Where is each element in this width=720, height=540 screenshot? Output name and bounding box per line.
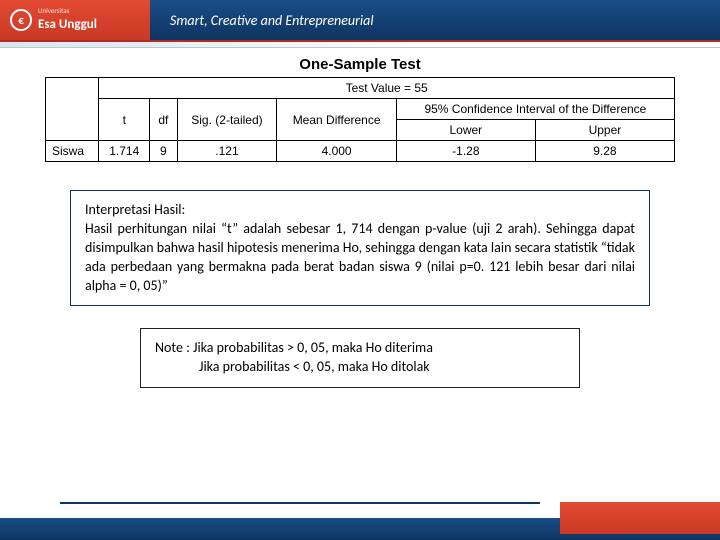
interpretation-body: Hasil perhitungan nilai “t” adalah sebes… (85, 220, 635, 296)
note-box: Note : Jika probabilitas > 0, 05, maka H… (140, 328, 580, 388)
spss-table: Test Value = 55 t df Sig. (2-tailed) Mea… (45, 77, 675, 162)
footer-rule (60, 502, 540, 504)
table-row: Siswa 1.714 9 .121 4.000 -1.28 9.28 (46, 141, 675, 162)
slide-footer (0, 500, 720, 540)
col-upper: Upper (535, 120, 674, 141)
logo-band: € Universitas Esa Unggul (0, 0, 150, 40)
note-line1: Note : Jika probabilitas > 0, 05, maka H… (155, 339, 565, 358)
cell-sig: .121 (177, 141, 277, 162)
col-ci: 95% Confidence Interval of the Differenc… (396, 99, 674, 120)
col-sig: Sig. (2-tailed) (177, 99, 277, 141)
logo-icon: € (10, 9, 32, 31)
cell-t: 1.714 (99, 141, 150, 162)
col-t: t (99, 99, 150, 141)
content-area: One-Sample Test Test Value = 55 t df Sig… (0, 48, 720, 388)
cell-meandiff: 4.000 (277, 141, 396, 162)
tagline: Smart, Creative and Entrepreneurial (150, 0, 720, 40)
cell-upper: 9.28 (535, 141, 674, 162)
cell-df: 9 (150, 141, 177, 162)
interpretation-title: Interpretasi Hasil: (85, 201, 635, 220)
table-title: One-Sample Test (40, 56, 680, 73)
test-value-header: Test Value = 55 (99, 78, 675, 99)
col-df: df (150, 99, 177, 141)
logo-text: Esa Unggul (38, 17, 97, 32)
col-meandiff: Mean Difference (277, 99, 396, 141)
slide-header: € Universitas Esa Unggul Smart, Creative… (0, 0, 720, 42)
interpretation-box: Interpretasi Hasil: Hasil perhitungan ni… (70, 190, 650, 306)
footer-orange-block (560, 502, 720, 534)
row-label: Siswa (46, 141, 99, 162)
note-line2: Jika probabilitas < 0, 05, maka Ho ditol… (155, 358, 565, 377)
cell-lower: -1.28 (396, 141, 535, 162)
logo-subtext: Universitas (38, 7, 97, 14)
col-lower: Lower (396, 120, 535, 141)
